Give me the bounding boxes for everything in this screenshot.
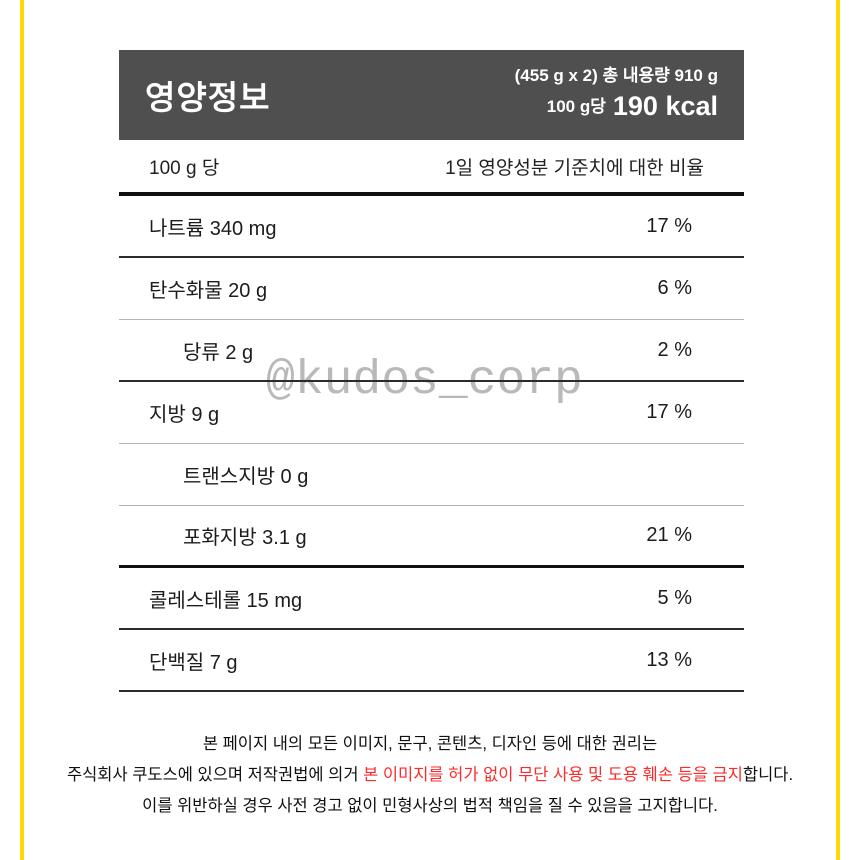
nutrient-label: 단백질 7 g bbox=[149, 651, 238, 674]
table-column-header: 100 g 당 1일 영양성분 기준치에 대한 비율 bbox=[119, 140, 744, 196]
column-header-left: 100 g 당 bbox=[149, 157, 220, 179]
copyright-line-2: 주식회사 쿠도스에 있으며 저작권법에 의거 본 이미지를 허가 없이 무단 사… bbox=[26, 760, 834, 791]
nutrient-label: 콜레스테롤 15 mg bbox=[149, 589, 303, 612]
serving-info: (455 g x 2) 총 내용량 910 g bbox=[514, 66, 718, 86]
table-row-saturated-fat: 포화지방 3.1 g 21 % bbox=[119, 506, 744, 568]
copyright-notice: 본 페이지 내의 모든 이미지, 문구, 콘텐츠, 디자인 등에 대한 권리는 … bbox=[26, 729, 834, 822]
nutrient-percent: 6 % bbox=[657, 277, 692, 299]
table-row-fat: 지방 9 g 17 % bbox=[119, 382, 744, 444]
calories-value: 190 kcal bbox=[612, 91, 718, 121]
table-row-sodium: 나트륨 340 mg 17 % bbox=[119, 196, 744, 258]
nutrition-title: 영양정보 bbox=[145, 79, 271, 116]
copyright-line-2-suffix: 합니다. bbox=[742, 766, 794, 784]
nutrition-header: 영양정보 (455 g x 2) 총 내용량 910 g 100 g당 190 k… bbox=[119, 50, 744, 140]
nutrient-label: 나트륨 340 mg bbox=[149, 217, 277, 240]
nutrient-label: 지방 9 g bbox=[149, 404, 220, 426]
table-row-trans-fat: 트랜스지방 0 g bbox=[119, 444, 744, 506]
copyright-line-3: 이를 위반하실 경우 사전 경고 없이 민형사상의 법적 책임을 질 수 있음을… bbox=[142, 797, 718, 815]
nutrient-percent: 21 % bbox=[646, 524, 692, 546]
column-header-right: 1일 영양성분 기준치에 대한 비율 bbox=[445, 157, 704, 179]
table-row-carbohydrate: 탄수화물 20 g 6 % bbox=[119, 258, 744, 320]
nutrient-label: 포화지방 3.1 g bbox=[183, 527, 307, 549]
calories-line: 100 g당 190 kcal bbox=[515, 88, 718, 126]
table-row-sugars: 당류 2 g 2 % bbox=[119, 320, 744, 382]
copyright-line-2-prefix: 주식회사 쿠도스에 있으며 저작권법에 의거 bbox=[66, 766, 364, 784]
table-row-protein: 단백질 7 g 13 % bbox=[119, 630, 744, 692]
nutrient-label: 탄수화물 20 g bbox=[149, 280, 268, 302]
right-accent-border bbox=[836, 0, 840, 860]
nutrient-percent: 13 % bbox=[646, 648, 692, 671]
nutrient-percent: 5 % bbox=[657, 586, 692, 609]
nutrient-label: 당류 2 g bbox=[183, 341, 254, 364]
nutrient-label: 트랜스지방 0 g bbox=[183, 466, 309, 488]
nutrition-label: 영양정보 (455 g x 2) 총 내용량 910 g 100 g당 190 k… bbox=[119, 50, 744, 692]
left-accent-border bbox=[20, 0, 24, 860]
nutrient-percent: 17 % bbox=[646, 214, 692, 237]
nutrition-header-right: (455 g x 2) 총 내용량 910 g 100 g당 190 kcal bbox=[515, 64, 718, 126]
copyright-warning-red-text: 본 이미지를 허가 없이 무단 사용 및 도용 훼손 등을 금지 bbox=[363, 766, 743, 784]
per-amount-label: 100 g당 bbox=[546, 97, 606, 116]
copyright-line-1: 본 페이지 내의 모든 이미지, 문구, 콘텐츠, 디자인 등에 대한 권리는 bbox=[202, 735, 658, 753]
table-row-cholesterol: 콜레스테롤 15 mg 5 % bbox=[119, 568, 744, 630]
nutrient-percent: 17 % bbox=[646, 401, 692, 423]
nutrient-percent: 2 % bbox=[657, 338, 692, 361]
